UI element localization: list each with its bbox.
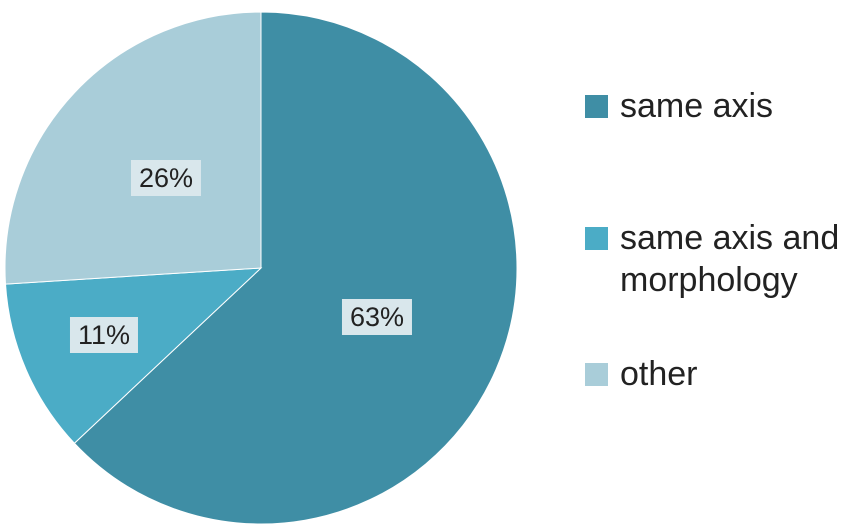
legend-item-same-axis: same axis	[585, 85, 855, 127]
legend-label-same-axis-and-morphology: same axis and morphology	[620, 219, 840, 299]
legend-swatch-other	[585, 363, 608, 386]
data-label-other: 26%	[130, 160, 202, 196]
pie-slice-same-axis	[73, 11, 518, 524]
pie-slice-same-axis-and-morphology	[4, 267, 263, 444]
data-label-same-axis: 63%	[341, 299, 413, 335]
legend-swatch-same-axis	[585, 95, 608, 118]
legend-label-other: other	[620, 355, 698, 393]
legend-item-same-axis-and-morphology: same axis and morphology	[585, 217, 855, 301]
pie-slice-other	[4, 11, 262, 285]
legend-swatch-same-axis-and-morphology	[585, 227, 608, 250]
legend-label-same-axis: same axis	[620, 87, 774, 125]
legend-item-other: other	[585, 353, 855, 395]
data-label-same-axis-and-morphology: 11%	[69, 317, 139, 353]
